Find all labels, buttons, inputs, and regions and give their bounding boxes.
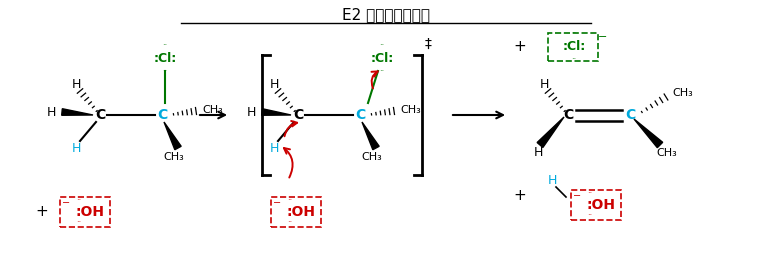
Text: ··: ··: [571, 56, 577, 65]
Text: +: +: [513, 187, 527, 202]
Text: C: C: [157, 108, 167, 122]
Text: ··: ··: [287, 197, 293, 206]
Polygon shape: [362, 122, 379, 150]
Text: CH₃: CH₃: [656, 148, 677, 158]
Text: −: −: [573, 191, 581, 201]
Text: CH₃: CH₃: [361, 152, 382, 162]
Text: ‡: ‡: [425, 37, 432, 51]
Text: E2 反応の反応機構: E2 反応の反応機構: [342, 7, 430, 22]
Text: ··: ··: [379, 41, 384, 50]
Text: ··: ··: [379, 68, 384, 77]
Text: :Cl:: :Cl:: [562, 41, 586, 53]
Text: +: +: [513, 40, 527, 54]
Text: H: H: [269, 77, 279, 91]
Text: :OH: :OH: [76, 205, 104, 219]
Polygon shape: [164, 122, 181, 150]
Text: CH₃: CH₃: [202, 105, 223, 115]
Text: H: H: [547, 175, 557, 187]
Text: ··: ··: [162, 68, 168, 77]
Text: :OH: :OH: [286, 205, 316, 219]
Text: ··: ··: [76, 218, 82, 227]
Text: ··: ··: [76, 197, 82, 206]
Text: H: H: [71, 143, 81, 155]
Text: −: −: [62, 198, 70, 208]
Text: C: C: [355, 108, 365, 122]
Text: H: H: [540, 77, 549, 91]
Text: +: +: [36, 205, 49, 219]
Text: H: H: [246, 105, 256, 119]
Polygon shape: [62, 109, 93, 115]
Text: ··: ··: [587, 190, 593, 198]
Text: :OH: :OH: [587, 198, 615, 212]
Text: C: C: [293, 108, 303, 122]
Text: CH₃: CH₃: [672, 88, 692, 98]
Text: C: C: [95, 108, 105, 122]
Text: C: C: [625, 108, 635, 122]
Polygon shape: [262, 109, 291, 115]
Text: ··: ··: [587, 211, 593, 221]
Text: ··: ··: [571, 29, 577, 38]
Text: −: −: [598, 32, 608, 42]
Text: ··: ··: [287, 218, 293, 227]
Text: CH₃: CH₃: [164, 152, 185, 162]
Polygon shape: [537, 117, 564, 147]
Text: H: H: [46, 105, 56, 119]
Text: H: H: [533, 147, 543, 159]
Text: H: H: [71, 77, 81, 91]
Text: C: C: [563, 108, 573, 122]
Text: ··: ··: [162, 41, 168, 50]
Text: :Cl:: :Cl:: [154, 53, 177, 65]
Polygon shape: [634, 119, 662, 148]
Text: H: H: [269, 143, 279, 155]
Text: −: −: [273, 198, 281, 208]
Text: :Cl:: :Cl:: [371, 53, 394, 65]
Text: CH₃: CH₃: [400, 105, 421, 115]
